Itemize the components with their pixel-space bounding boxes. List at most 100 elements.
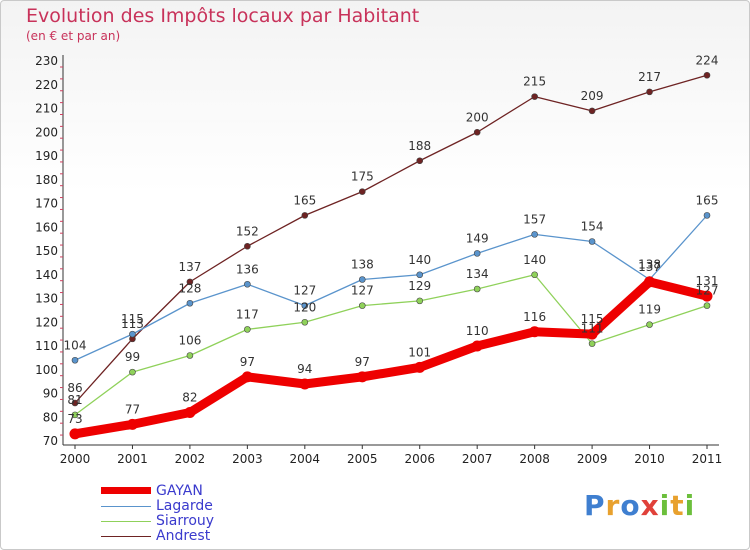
- data-label-andrest: 200: [466, 110, 489, 124]
- data-label-gayan: 77: [125, 402, 140, 416]
- y-tick-label: 180: [35, 173, 58, 187]
- x-tick-label: 2011: [692, 452, 723, 466]
- data-point-gayan: [184, 407, 196, 418]
- data-label-andrest: 224: [696, 53, 719, 67]
- data-label-lagarde: 154: [581, 220, 604, 234]
- data-label-siarrouy: 129: [408, 279, 431, 293]
- data-point-andrest: [588, 107, 596, 115]
- data-label-andrest: 209: [581, 89, 604, 103]
- data-label-andrest: 165: [293, 193, 316, 207]
- x-tick-label: 2003: [232, 452, 263, 466]
- y-tick-label: 100: [35, 363, 58, 377]
- y-tick-label: 200: [35, 125, 58, 139]
- x-tick-label: 2006: [404, 452, 435, 466]
- data-label-siarrouy: 106: [178, 334, 201, 348]
- logo-letter: P: [584, 489, 606, 522]
- series-line-lagarde: [74, 214, 708, 361]
- x-tick-label: 2005: [347, 452, 378, 466]
- legend-label-andrest: Andrest: [156, 528, 211, 544]
- x-tick-label: 2010: [634, 452, 665, 466]
- data-point-andrest: [531, 93, 538, 100]
- data-point-andrest: [244, 242, 251, 250]
- legend-label-siarrouy: Siarrouy: [156, 513, 215, 529]
- legend: GAYAN Lagarde Siarrouy Andrest: [101, 483, 301, 545]
- data-point-gayan: [126, 418, 138, 430]
- data-point-gayan: [69, 428, 81, 440]
- data-label-siarrouy: 117: [236, 307, 259, 321]
- data-label-siarrouy: 81: [67, 393, 82, 407]
- data-label-lagarde: 128: [178, 281, 201, 295]
- y-tick-label: 90: [43, 387, 58, 401]
- data-label-gayan: 115: [581, 312, 604, 326]
- data-point-lagarde: [244, 280, 251, 288]
- x-tick-label: 2000: [60, 452, 91, 466]
- logo-letter: t: [670, 489, 685, 522]
- data-point-siarrouy: [588, 340, 596, 347]
- data-point-andrest: [186, 278, 194, 286]
- data-label-lagarde: 115: [121, 312, 144, 326]
- data-point-andrest: [301, 212, 309, 219]
- data-point-siarrouy: [129, 368, 136, 376]
- x-tick-label: 2009: [577, 452, 608, 466]
- x-tick-label: 2002: [175, 452, 206, 466]
- data-label-lagarde: 138: [638, 258, 661, 272]
- y-tick-label: 160: [35, 220, 58, 234]
- data-point-andrest: [358, 188, 366, 195]
- legend-item-andrest: Andrest: [101, 528, 301, 545]
- data-point-andrest: [703, 71, 711, 79]
- y-tick-label: 210: [35, 102, 58, 116]
- chart-subtitle: (en € et par an): [26, 29, 121, 43]
- logo-letter: r: [605, 489, 621, 522]
- data-point-siarrouy: [473, 285, 481, 293]
- logo-letter: x: [640, 489, 660, 522]
- data-point-siarrouy: [358, 302, 366, 309]
- data-point-lagarde: [358, 276, 366, 283]
- legend-item-gayan: GAYAN: [101, 483, 301, 500]
- y-tick-label: 190: [35, 149, 58, 163]
- data-label-andrest: 86: [67, 381, 82, 395]
- data-point-andrest: [473, 128, 481, 136]
- data-label-gayan: 73: [67, 412, 82, 426]
- data-label-lagarde: 157: [523, 212, 546, 226]
- proxiti-logo: Proxiti: [584, 489, 695, 522]
- data-label-andrest: 217: [638, 70, 661, 84]
- logo-letter: i: [684, 489, 696, 522]
- data-label-gayan: 101: [408, 345, 431, 359]
- data-point-siarrouy: [416, 297, 424, 305]
- data-label-lagarde: 127: [293, 284, 316, 298]
- data-point-gayan: [299, 378, 311, 390]
- data-point-siarrouy: [703, 302, 711, 309]
- data-point-siarrouy: [244, 326, 251, 333]
- data-point-lagarde: [129, 330, 136, 338]
- y-tick-label: 150: [35, 244, 58, 258]
- y-tick-label: 80: [43, 410, 58, 424]
- data-label-andrest: 113: [121, 317, 144, 331]
- data-point-andrest: [71, 399, 79, 407]
- data-point-lagarde: [531, 231, 538, 238]
- data-label-siarrouy: 111: [581, 322, 604, 336]
- data-point-andrest: [416, 157, 424, 165]
- y-tick-label: 220: [35, 78, 58, 92]
- data-label-lagarde: 138: [351, 258, 374, 272]
- data-label-andrest: 215: [523, 75, 546, 89]
- data-label-lagarde: 140: [408, 253, 431, 267]
- data-point-gayan: [644, 276, 656, 288]
- y-tick-label: 120: [35, 315, 58, 329]
- data-label-siarrouy: 120: [293, 300, 316, 314]
- data-point-lagarde: [186, 299, 194, 307]
- data-label-gayan: 94: [297, 362, 312, 376]
- data-point-gayan: [356, 371, 368, 383]
- legend-swatch-gayan: [101, 487, 151, 494]
- data-point-siarrouy: [71, 411, 79, 419]
- y-tick-label: 170: [35, 197, 58, 211]
- data-label-gayan: 82: [182, 391, 197, 405]
- x-tick-label: 2001: [117, 452, 148, 466]
- data-label-andrest: 188: [408, 139, 431, 153]
- data-point-lagarde: [703, 212, 711, 219]
- data-point-gayan: [471, 340, 483, 352]
- legend-label-gayan: GAYAN: [156, 483, 203, 499]
- data-label-andrest: 137: [178, 260, 201, 274]
- data-label-andrest: 175: [351, 170, 374, 184]
- data-label-siarrouy: 99: [125, 350, 140, 364]
